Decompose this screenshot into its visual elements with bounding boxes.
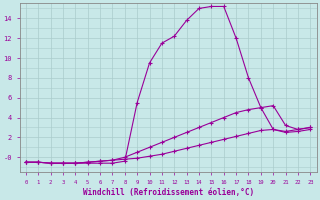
X-axis label: Windchill (Refroidissement éolien,°C): Windchill (Refroidissement éolien,°C)	[83, 188, 254, 197]
